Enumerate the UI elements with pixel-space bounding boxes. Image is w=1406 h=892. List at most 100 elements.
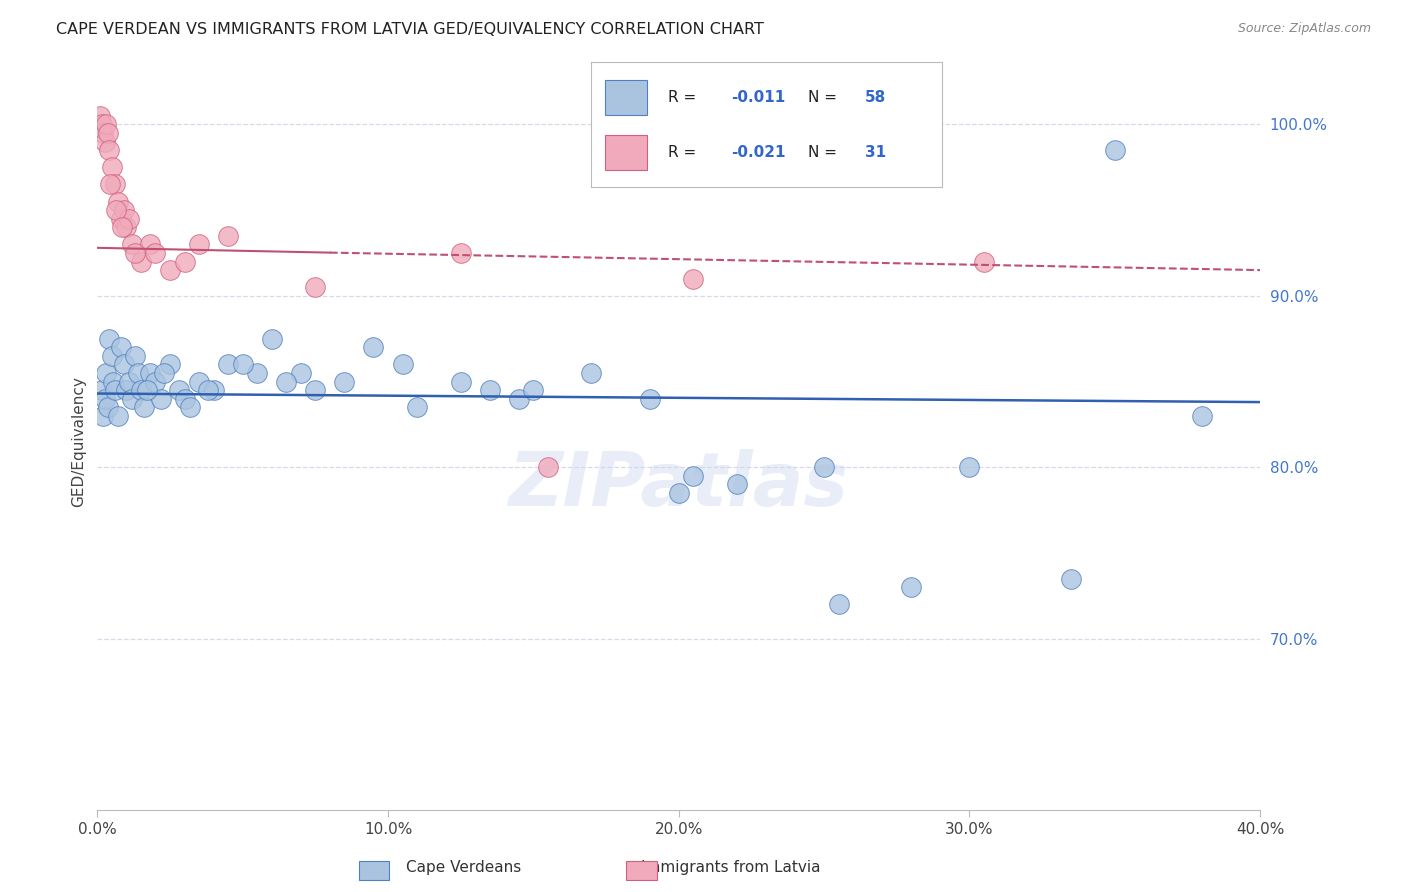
Point (90, 117, 112, 131)
Point (94, 366, 117, 380)
Point (179, 401, 201, 415)
Point (246, 366, 269, 380)
Point (98, 332, 121, 346)
Point (145, 246, 167, 260)
Point (115, 383, 138, 397)
Text: -0.021: -0.021 (731, 145, 786, 160)
Point (94, 117, 117, 131)
Point (450, 246, 472, 260)
Point (167, 383, 190, 397)
Point (93, 135, 115, 149)
Point (129, 383, 152, 397)
Point (145, 375, 167, 389)
Point (121, 392, 143, 406)
Y-axis label: GED/Equivalency: GED/Equivalency (72, 376, 86, 507)
Point (96, 401, 118, 415)
Point (682, 468, 704, 483)
Point (118, 375, 141, 389)
Text: R =: R = (668, 90, 702, 105)
Point (101, 161, 124, 175)
Point (450, 375, 472, 389)
Text: 31: 31 (865, 145, 886, 160)
Text: ZIPatlas: ZIPatlas (509, 450, 849, 522)
Point (276, 375, 298, 389)
Bar (605, 80, 647, 115)
Point (827, 598, 849, 612)
Point (668, 486, 690, 500)
Point (118, 211, 141, 226)
Point (391, 357, 413, 371)
Point (104, 383, 127, 397)
Point (725, 477, 748, 491)
Point (478, 383, 501, 397)
Point (135, 383, 157, 397)
Bar (605, 135, 647, 169)
Point (173, 254, 195, 268)
Point (522, 383, 544, 397)
Text: Cape Verdeans: Cape Verdeans (406, 860, 522, 874)
Point (217, 228, 239, 243)
Point (107, 194, 129, 209)
Point (188, 237, 211, 252)
Point (202, 383, 225, 397)
Text: N =: N = (808, 145, 842, 160)
Point (217, 357, 239, 371)
Text: Immigrants from Latvia: Immigrants from Latvia (641, 860, 821, 874)
Point (363, 340, 385, 354)
Point (304, 383, 326, 397)
Point (100, 178, 122, 192)
Point (98, 143, 121, 157)
Point (333, 375, 356, 389)
Point (138, 366, 160, 380)
Point (304, 280, 326, 294)
Point (112, 357, 135, 371)
Point (682, 271, 704, 285)
Point (127, 366, 149, 380)
Point (159, 263, 181, 277)
Point (104, 178, 127, 192)
Point (129, 254, 152, 268)
Point (138, 237, 160, 252)
Point (110, 340, 132, 354)
Point (260, 332, 283, 346)
Point (1104, 143, 1126, 157)
Point (957, 460, 980, 475)
Point (159, 357, 181, 371)
Point (111, 220, 134, 235)
Point (508, 392, 530, 406)
Point (197, 383, 219, 397)
Point (188, 375, 211, 389)
Point (290, 366, 312, 380)
Text: 58: 58 (865, 90, 886, 105)
Point (91, 126, 114, 140)
Point (96, 126, 118, 140)
Point (105, 203, 128, 218)
Point (638, 392, 661, 406)
Point (132, 401, 155, 415)
Point (103, 375, 125, 389)
Point (93, 392, 115, 406)
Point (1060, 572, 1083, 586)
Point (124, 349, 146, 363)
Point (110, 211, 132, 226)
Point (107, 409, 129, 423)
Point (406, 401, 429, 415)
Point (1191, 409, 1213, 423)
Point (112, 203, 135, 218)
Point (90, 383, 112, 397)
Point (232, 357, 254, 371)
Point (900, 580, 922, 594)
Point (115, 220, 138, 235)
Point (153, 366, 176, 380)
Text: Source: ZipAtlas.com: Source: ZipAtlas.com (1237, 22, 1371, 36)
Text: -0.011: -0.011 (731, 90, 786, 105)
Point (173, 392, 195, 406)
Point (89, 109, 111, 123)
Text: N =: N = (808, 90, 842, 105)
Text: CAPE VERDEAN VS IMMIGRANTS FROM LATVIA GED/EQUIVALENCY CORRELATION CHART: CAPE VERDEAN VS IMMIGRANTS FROM LATVIA G… (56, 22, 763, 37)
Point (101, 349, 124, 363)
Point (813, 460, 835, 475)
Point (581, 366, 603, 380)
Point (537, 460, 560, 475)
Point (150, 392, 173, 406)
